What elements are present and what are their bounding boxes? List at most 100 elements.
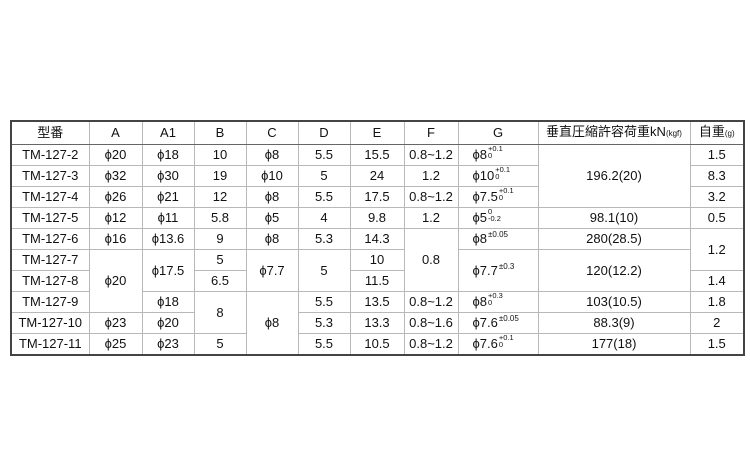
table-row: TM-127-7 ϕ20 ϕ17.5 5 ϕ7.7 5 10 ϕ7.7±0.3 120(12.2… — [10, 249, 744, 313]
g-tolerance: +0.1 0 — [488, 144, 503, 160]
cell-model: TM-127-8 — [10, 270, 90, 292]
cell-f: 0.8~1.2 — [403, 144, 459, 166]
cell-e: 15.5 — [349, 144, 405, 166]
cell-value: 23 — [111, 315, 127, 330]
header-g: G — [457, 120, 539, 145]
phi-symbol: ϕ — [264, 210, 273, 225]
phi-symbol: ϕ — [259, 262, 267, 278]
cell-value: 32 — [111, 168, 127, 183]
g-tolerance-lower: 0 — [498, 193, 504, 202]
cell-f: 1.2 — [403, 207, 459, 229]
cell-model: TM-127-9 — [10, 291, 90, 313]
cell-a: ϕ25 — [88, 333, 143, 356]
g-base: 7.5 — [479, 189, 498, 204]
spec-table: 型番 A A1 B C D E F G 垂直圧縮許容荷重kN(kgf) 自重(g… — [10, 120, 745, 356]
phi-symbol: ϕ — [104, 336, 112, 351]
cell-d: 5.3 — [297, 312, 351, 334]
table-row: TM-127-4 ϕ26 ϕ21 12 ϕ8 5.5 17.5 0.8~1.2 ϕ7.5 +0.1… — [10, 186, 745, 208]
cell-g: ϕ5 0 -0.2 — [457, 207, 539, 229]
g-tolerance: +0.1 0 — [498, 333, 514, 349]
phi-symbol: ϕ — [157, 210, 165, 225]
g-tolerance-upper: +0.1 — [498, 333, 514, 342]
cell-b: 5 — [193, 249, 247, 271]
cell-weight: 1.4 — [689, 270, 745, 292]
cell-f: 1.2 — [403, 165, 459, 187]
g-base: 10 — [479, 168, 495, 183]
cell-value: 16 — [111, 231, 127, 246]
header-f: F — [403, 120, 459, 145]
cell-e: 17.5 — [349, 186, 405, 208]
cell-value: 11 — [164, 210, 179, 225]
cell-value: 20 — [111, 273, 127, 288]
g-base: 5 — [479, 210, 488, 225]
cell-g: ϕ7.7±0.3 — [457, 249, 539, 292]
g-base: 8 — [479, 147, 488, 162]
cell-weight: 2 — [689, 312, 745, 334]
cell-value: 8 — [272, 147, 280, 162]
g-tolerance-upper: +0.3 — [488, 291, 503, 300]
cell-b: 5.8 — [193, 207, 247, 229]
table-row: TM-127-5 ϕ12 ϕ11 5.8 ϕ5 4 9.8 1.2 ϕ5 0 -0.2 98.1(10… — [10, 207, 745, 229]
cell-value: 25 — [111, 336, 127, 351]
g-tolerance-lower: 0 — [495, 172, 500, 181]
g-base: 8 — [479, 231, 488, 246]
cell-b: 5 — [193, 333, 247, 356]
cell-a: ϕ32 — [88, 165, 143, 187]
cell-a1: ϕ18 — [141, 144, 195, 166]
header-b: B — [193, 120, 247, 145]
g-base: 7.6 — [479, 315, 498, 330]
cell-c: ϕ8 — [245, 228, 299, 250]
g-base: 7.7 — [479, 262, 498, 278]
cell-d: 5.5 — [297, 333, 351, 356]
cell-value: 21 — [164, 189, 179, 204]
cell-value: 5 — [272, 210, 280, 225]
phi-symbol: ϕ — [472, 294, 480, 309]
phi-symbol: ϕ — [472, 189, 480, 204]
cell-e: 11.5 — [349, 270, 405, 292]
cell-b: 10 — [193, 144, 247, 166]
cell-model: TM-127-7 — [10, 249, 90, 271]
phi-symbol: ϕ — [157, 168, 165, 183]
cell-a: ϕ12 — [88, 207, 143, 229]
cell-a: ϕ23 — [88, 312, 143, 334]
cell-value: 8 — [272, 315, 280, 330]
cell-model: TM-127-4 — [10, 186, 90, 208]
phi-symbol: ϕ — [264, 189, 273, 204]
cell-load: 88.3(9) — [537, 312, 691, 334]
g-tolerance: ±0.3 — [498, 261, 515, 271]
g-tolerance-lower: 0 — [488, 151, 493, 160]
phi-symbol: ϕ — [472, 147, 480, 162]
cell-weight: 1.5 — [689, 144, 745, 166]
cell-c: ϕ7.7 — [245, 249, 299, 292]
header-weight-unit: (g) — [724, 129, 735, 138]
phi-symbol: ϕ — [151, 231, 159, 246]
phi-symbol: ϕ — [104, 189, 112, 204]
cell-d: 5.3 — [297, 228, 351, 250]
cell-a: ϕ20 — [88, 249, 143, 313]
phi-symbol: ϕ — [151, 262, 159, 278]
cell-value: 10 — [268, 168, 283, 183]
g-tolerance: ±0.05 — [488, 230, 508, 239]
g-tolerance-lower: -0.2 — [488, 214, 501, 223]
g-tolerance-lower: 0 — [498, 340, 504, 349]
cell-a1: ϕ30 — [141, 165, 195, 187]
cell-d: 5 — [297, 249, 351, 292]
cell-g: ϕ7.6 +0.1 0 — [457, 333, 539, 356]
cell-weight: 8.3 — [689, 165, 745, 187]
cell-weight: 1.8 — [689, 291, 745, 313]
g-tolerance-upper: +0.1 — [488, 144, 503, 153]
cell-a1: ϕ20 — [141, 312, 195, 334]
cell-weight: 1.2 — [689, 228, 745, 271]
cell-g: ϕ8±0.05 — [457, 228, 539, 250]
cell-c: ϕ5 — [245, 207, 299, 229]
cell-a1: ϕ23 — [141, 333, 195, 356]
phi-symbol: ϕ — [104, 231, 112, 246]
cell-value: 23 — [164, 336, 179, 351]
header-row: 型番 A A1 B C D E F G 垂直圧縮許容荷重kN(kgf) 自重(g… — [10, 120, 745, 145]
cell-load: 177(18) — [537, 333, 691, 356]
cell-c: ϕ8 — [245, 291, 299, 356]
cell-a: ϕ26 — [88, 186, 143, 208]
phi-symbol: ϕ — [472, 336, 480, 351]
cell-d: 5.5 — [297, 291, 351, 313]
cell-f: 0.8~1.2 — [403, 333, 459, 356]
